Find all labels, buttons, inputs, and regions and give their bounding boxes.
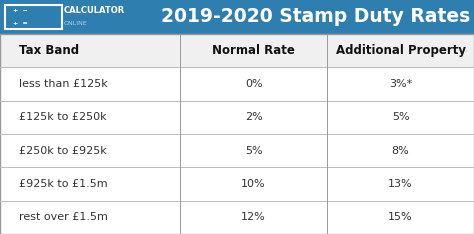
Text: 5%: 5% [245, 146, 263, 156]
Text: 12%: 12% [241, 212, 266, 222]
Text: 0%: 0% [245, 79, 263, 89]
Text: £250k to £925k: £250k to £925k [19, 146, 107, 156]
Text: Tax Band: Tax Band [19, 44, 79, 57]
Text: 15%: 15% [388, 212, 413, 222]
Text: +  =: + = [13, 21, 28, 26]
Text: 5%: 5% [392, 112, 410, 122]
FancyBboxPatch shape [0, 201, 474, 234]
Text: +  −: + − [13, 8, 28, 13]
Text: ONLINE: ONLINE [64, 21, 88, 26]
FancyBboxPatch shape [0, 101, 474, 134]
Text: Normal Rate: Normal Rate [212, 44, 295, 57]
Text: 2%: 2% [245, 112, 263, 122]
Text: 10%: 10% [241, 179, 266, 189]
Text: Additional Property: Additional Property [336, 44, 465, 57]
FancyBboxPatch shape [0, 67, 474, 101]
Text: 2019-2020 Stamp Duty Rates: 2019-2020 Stamp Duty Rates [161, 7, 470, 26]
FancyBboxPatch shape [0, 134, 474, 167]
Text: CALCULATOR: CALCULATOR [64, 6, 125, 15]
Text: £125k to £250k: £125k to £250k [19, 112, 107, 122]
FancyBboxPatch shape [5, 5, 62, 29]
Text: 3%*: 3%* [389, 79, 412, 89]
FancyBboxPatch shape [0, 0, 474, 34]
FancyBboxPatch shape [0, 34, 474, 67]
Text: 8%: 8% [392, 146, 410, 156]
Text: £925k to £1.5m: £925k to £1.5m [19, 179, 108, 189]
Text: 13%: 13% [388, 179, 413, 189]
Text: rest over £1.5m: rest over £1.5m [19, 212, 108, 222]
FancyBboxPatch shape [0, 167, 474, 201]
Text: less than £125k: less than £125k [19, 79, 108, 89]
